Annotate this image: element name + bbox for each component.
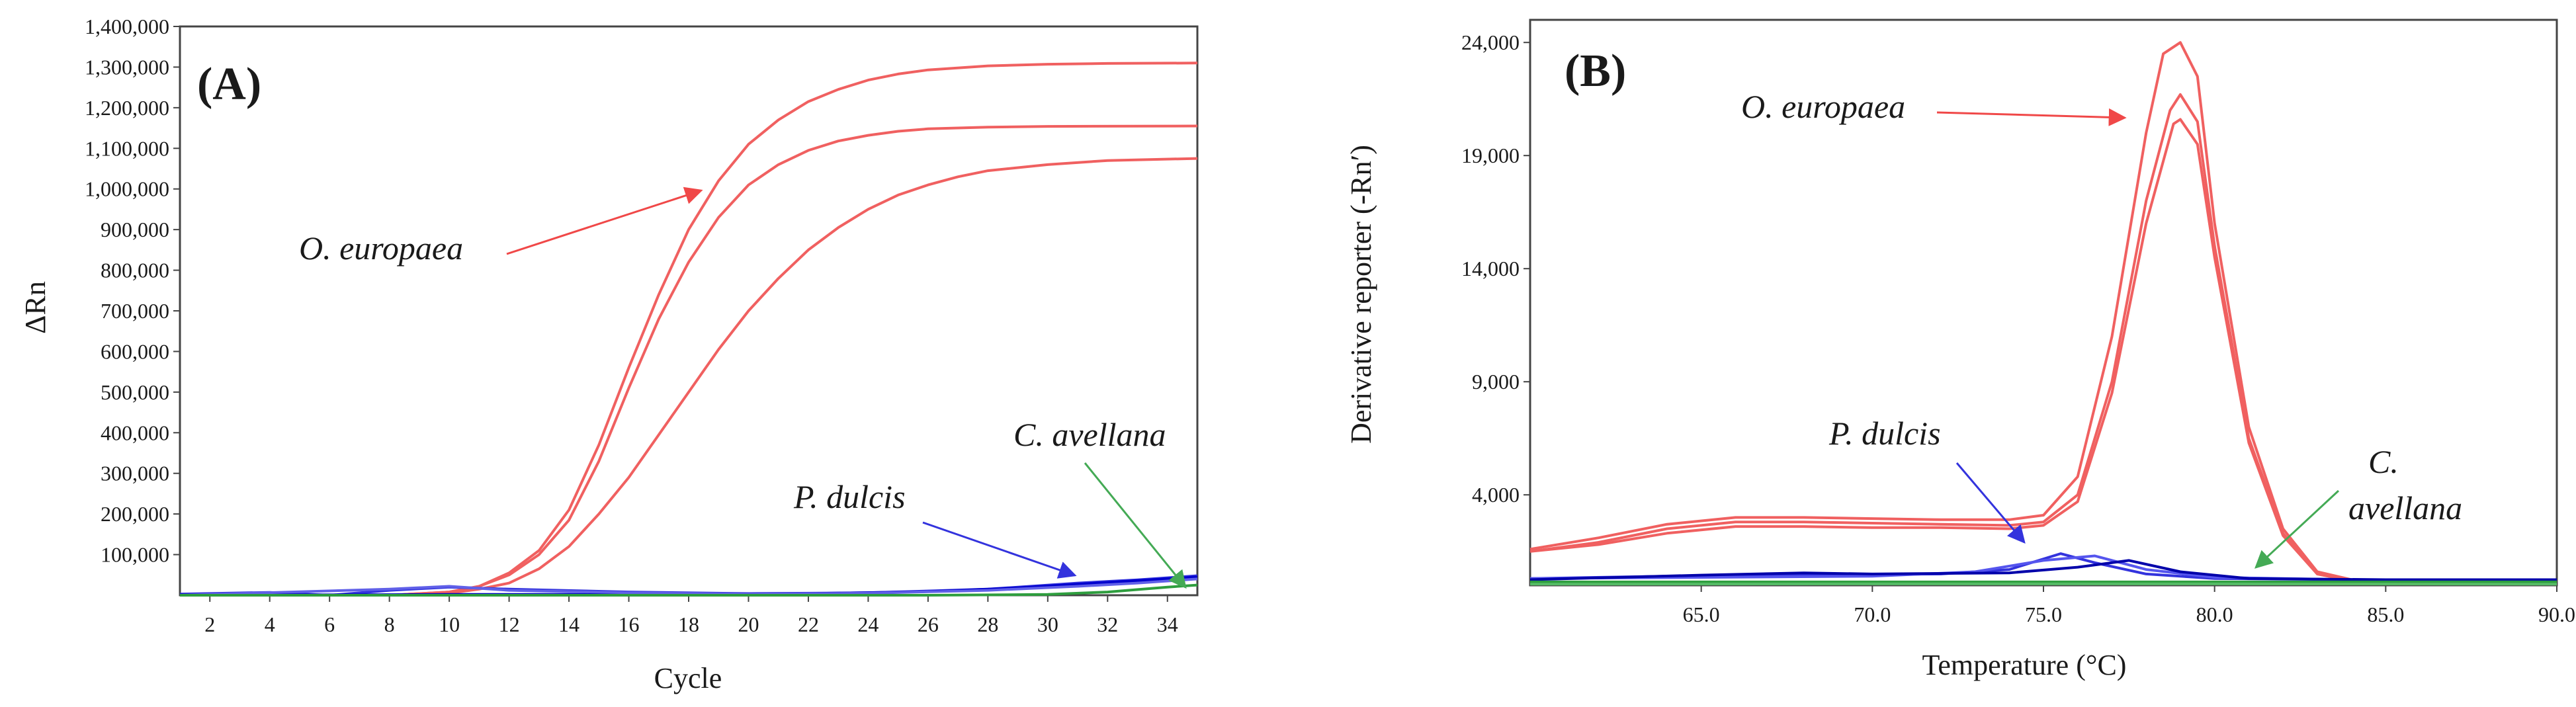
a-series-p-dulcis-3 bbox=[179, 577, 1198, 597]
panel-a: 100,000 200,000 300,000 400,000 500,000 600,0… bbox=[19, 15, 1199, 694]
a-x-tick-label: 10 bbox=[439, 612, 460, 636]
panel-b-y-ticks: 4,000 9,000 14,000 19,000 24,000 bbox=[1461, 30, 1530, 507]
panel-a-x-ticks: 2 4 6 8 10 12 14 16 18 20 22 24 26 28 30 32 34 bbox=[204, 595, 1178, 636]
a-y-tick-label: 1,100,000 bbox=[85, 136, 169, 160]
panel-b-arrow-o-europaea bbox=[1936, 108, 2127, 126]
a-x-tick-label: 12 bbox=[499, 612, 520, 636]
a-series-o-europaea-2 bbox=[180, 124, 1198, 597]
panel-a-x-axis-title: Cycle bbox=[654, 662, 722, 694]
panel-a-arrow-o-europaea bbox=[506, 187, 703, 255]
panel-b-annotation-o-europaea: O. europaea bbox=[1741, 88, 1905, 125]
a-x-tick-label: 14 bbox=[558, 612, 580, 636]
panel-a-series bbox=[179, 62, 1198, 597]
b-x-tick-label: 85.0 bbox=[2367, 603, 2404, 626]
a-y-tick-label: 200,000 bbox=[101, 502, 169, 526]
a-x-tick-label: 28 bbox=[977, 612, 998, 636]
panel-b-arrow-c-avellana bbox=[2254, 489, 2340, 569]
a-y-tick-label: 1,000,000 bbox=[85, 177, 169, 201]
a-x-tick-label: 8 bbox=[384, 612, 395, 636]
panel-a-annotation-o-europaea: O. europaea bbox=[299, 229, 463, 267]
b-series-o-europaea-1 bbox=[1529, 41, 2557, 585]
a-x-tick-label: 16 bbox=[619, 612, 640, 636]
panel-a-label: (A) bbox=[197, 59, 261, 110]
b-y-tick-label: 9,000 bbox=[1472, 370, 1520, 394]
b-x-tick-label: 65.0 bbox=[1683, 603, 1720, 626]
a-y-tick-label: 1,200,000 bbox=[85, 96, 169, 120]
b-x-tick-label: 70.0 bbox=[1854, 603, 1891, 626]
panel-b-label: (B) bbox=[1565, 46, 1626, 97]
a-y-tick-label: 1,400,000 bbox=[85, 15, 169, 38]
panel-a-y-ticks: 100,000 200,000 300,000 400,000 500,000 600,0… bbox=[85, 15, 180, 567]
a-x-tick-label: 18 bbox=[678, 612, 699, 636]
a-x-tick-label: 24 bbox=[857, 612, 879, 636]
panel-b-annotation-p-dulcis: P. dulcis bbox=[1828, 415, 1941, 452]
a-y-tick-label: 600,000 bbox=[101, 339, 169, 363]
b-x-tick-label: 75.0 bbox=[2025, 603, 2062, 626]
a-x-tick-label: 30 bbox=[1037, 612, 1058, 636]
panel-b-series bbox=[1529, 41, 2557, 586]
b-y-tick-label: 4,000 bbox=[1472, 483, 1520, 507]
b-y-tick-label: 14,000 bbox=[1461, 257, 1520, 280]
a-y-tick-label: 500,000 bbox=[101, 380, 169, 404]
b-y-tick-label: 24,000 bbox=[1461, 30, 1520, 54]
a-x-tick-label: 26 bbox=[918, 612, 939, 636]
a-series-o-europaea-3 bbox=[180, 157, 1198, 597]
panel-b-arrow-p-dulcis bbox=[1955, 462, 2026, 544]
a-x-tick-label: 20 bbox=[738, 612, 759, 636]
panel-a-arrow-c-avellana bbox=[1084, 462, 1187, 589]
a-y-tick-label: 100,000 bbox=[101, 543, 169, 567]
panel-a-plot-frame bbox=[179, 25, 1199, 597]
panel-a-arrow-p-dulcis bbox=[922, 521, 1077, 579]
a-x-tick-label: 32 bbox=[1097, 612, 1118, 636]
a-y-tick-label: 700,000 bbox=[101, 299, 169, 323]
a-x-tick-label: 34 bbox=[1157, 612, 1178, 636]
a-y-tick-label: 800,000 bbox=[101, 259, 169, 282]
a-x-tick-label: 2 bbox=[204, 612, 215, 636]
panel-b-annotation-avellana: avellana bbox=[2348, 489, 2462, 526]
a-x-tick-label: 6 bbox=[324, 612, 335, 636]
a-series-c-avellana-1 bbox=[180, 583, 1198, 597]
b-series-o-europaea-3 bbox=[1529, 118, 2557, 585]
panel-b: 4,000 9,000 14,000 19,000 24,000 65.0 70.0 75.… bbox=[1345, 19, 2575, 681]
b-series-p-dulcis-3 bbox=[1529, 559, 2557, 581]
a-x-tick-label: 22 bbox=[798, 612, 819, 636]
panel-a-annotation-p-dulcis: P. dulcis bbox=[793, 478, 906, 515]
a-y-tick-label: 1,300,000 bbox=[85, 55, 169, 79]
panel-b-annotation-c: C. bbox=[2368, 443, 2399, 480]
panel-a-y-axis-title: ΔRn bbox=[19, 281, 52, 334]
a-y-tick-label: 900,000 bbox=[101, 218, 169, 241]
b-y-tick-label: 19,000 bbox=[1461, 144, 1520, 167]
panel-b-x-ticks: 65.0 70.0 75.0 80.0 85.0 90.0 bbox=[1683, 585, 2575, 626]
panel-b-y-axis-title: Derivative reporter (-Rn′) bbox=[1345, 145, 1377, 444]
b-x-tick-label: 80.0 bbox=[2196, 603, 2233, 626]
panel-a-annotation-c-avellana: C. avellana bbox=[1013, 416, 1166, 453]
b-x-tick-label: 90.0 bbox=[2538, 603, 2575, 626]
a-y-tick-label: 300,000 bbox=[101, 462, 169, 485]
a-y-tick-label: 400,000 bbox=[101, 421, 169, 444]
a-series-o-europaea-1 bbox=[180, 62, 1198, 597]
a-x-tick-label: 4 bbox=[265, 612, 275, 636]
panel-b-x-axis-title: Temperature (°C) bbox=[1922, 649, 2127, 681]
